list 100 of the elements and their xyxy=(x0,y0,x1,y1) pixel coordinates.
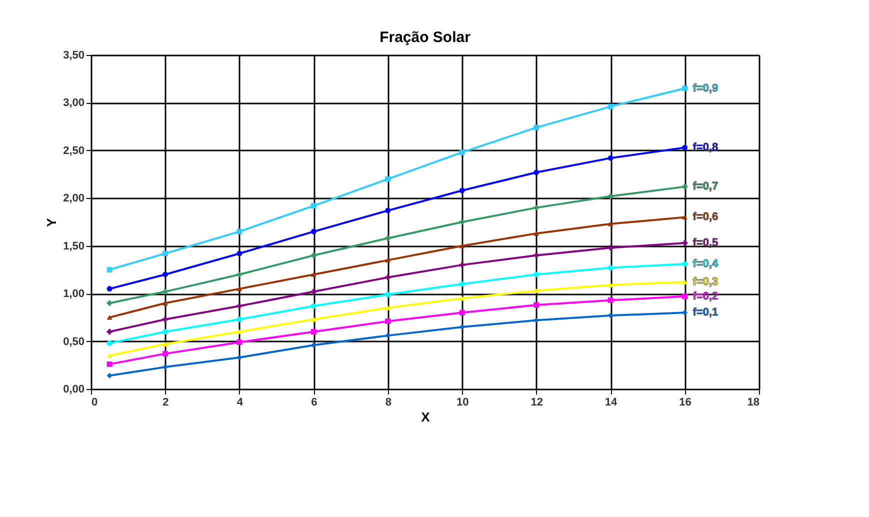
x-tick-label: 18 xyxy=(747,396,760,408)
point xyxy=(682,310,688,316)
point xyxy=(385,306,391,310)
point xyxy=(682,144,688,150)
point xyxy=(162,288,168,294)
point xyxy=(106,315,112,320)
series-label: f=0,6 xyxy=(692,211,718,224)
point xyxy=(236,272,242,278)
point xyxy=(236,340,242,345)
point xyxy=(608,245,614,251)
y-axis-title: Y xyxy=(44,218,60,227)
point xyxy=(310,252,316,258)
point xyxy=(534,302,540,308)
point xyxy=(534,231,540,236)
series-label: f=0,4 xyxy=(692,258,720,270)
point xyxy=(106,372,112,378)
series-label: f=0,7 xyxy=(692,180,718,193)
point xyxy=(236,250,242,256)
point xyxy=(682,294,688,300)
y-tick-label: 2,50 xyxy=(63,144,84,157)
x-tick-label: 0 xyxy=(92,396,98,408)
point xyxy=(459,262,465,268)
point xyxy=(385,176,391,182)
point xyxy=(162,329,168,334)
x-tick-label: 10 xyxy=(456,396,469,408)
point xyxy=(162,350,168,356)
series-label: f=0,5 xyxy=(692,236,718,249)
y-tick-label: 3,50 xyxy=(63,50,84,62)
point xyxy=(106,361,112,367)
y-tick-label: 1,00 xyxy=(63,288,84,300)
point xyxy=(608,155,614,161)
point xyxy=(608,193,614,199)
point xyxy=(459,188,465,194)
x-tick-label: 2 xyxy=(162,396,169,408)
point xyxy=(106,286,112,292)
point xyxy=(608,222,614,226)
point xyxy=(236,354,242,360)
point xyxy=(106,329,112,334)
point xyxy=(310,288,316,294)
x-tick-label: 14 xyxy=(604,396,618,408)
point xyxy=(310,329,316,334)
point xyxy=(106,266,112,272)
point xyxy=(106,300,112,306)
point xyxy=(608,282,614,288)
point xyxy=(236,329,242,334)
point xyxy=(385,318,391,324)
y-tick-label: 1,50 xyxy=(63,240,84,252)
point xyxy=(682,280,688,284)
point xyxy=(162,272,168,278)
x-tick-label: 6 xyxy=(311,396,318,408)
point xyxy=(236,228,242,234)
point xyxy=(608,265,614,271)
point xyxy=(162,342,168,347)
point xyxy=(459,296,465,301)
point xyxy=(459,281,465,287)
point xyxy=(236,303,242,309)
x-tick-label: 8 xyxy=(385,396,392,408)
point xyxy=(682,214,688,220)
point xyxy=(608,312,614,318)
series-label: f=0,1 xyxy=(692,306,718,319)
series-label: f=0,3 xyxy=(692,276,718,288)
point xyxy=(310,203,316,209)
point xyxy=(385,235,391,241)
point xyxy=(459,310,465,316)
point xyxy=(236,286,242,292)
point xyxy=(682,261,688,267)
point xyxy=(608,298,614,303)
point xyxy=(310,303,316,309)
point xyxy=(162,300,168,306)
series-label: f=0,9 xyxy=(692,82,718,94)
point xyxy=(534,288,540,294)
y-tick-label: 3,00 xyxy=(63,97,84,110)
point xyxy=(459,243,465,248)
point xyxy=(459,150,465,156)
point xyxy=(385,258,391,263)
point xyxy=(534,252,540,258)
point xyxy=(534,204,540,210)
point xyxy=(162,316,168,322)
y-tick-label: 0,50 xyxy=(63,336,84,348)
point xyxy=(682,184,688,190)
x-tick-label: 16 xyxy=(679,396,692,408)
point xyxy=(385,208,391,214)
chart-title: Fração Solar xyxy=(380,29,471,46)
x-tick-label: 12 xyxy=(530,396,543,408)
x-tick-label: 4 xyxy=(236,396,244,408)
point xyxy=(682,240,688,246)
point xyxy=(534,170,540,176)
point xyxy=(385,292,391,298)
point xyxy=(106,353,112,358)
point xyxy=(682,86,688,92)
y-tick-label: 0,00 xyxy=(63,384,84,396)
point xyxy=(534,272,540,278)
x-axis-title: X xyxy=(421,410,430,424)
point xyxy=(162,250,168,256)
point xyxy=(608,104,614,110)
point xyxy=(236,316,242,322)
point xyxy=(385,274,391,280)
point xyxy=(534,124,540,130)
point xyxy=(310,316,316,322)
point xyxy=(310,228,316,234)
